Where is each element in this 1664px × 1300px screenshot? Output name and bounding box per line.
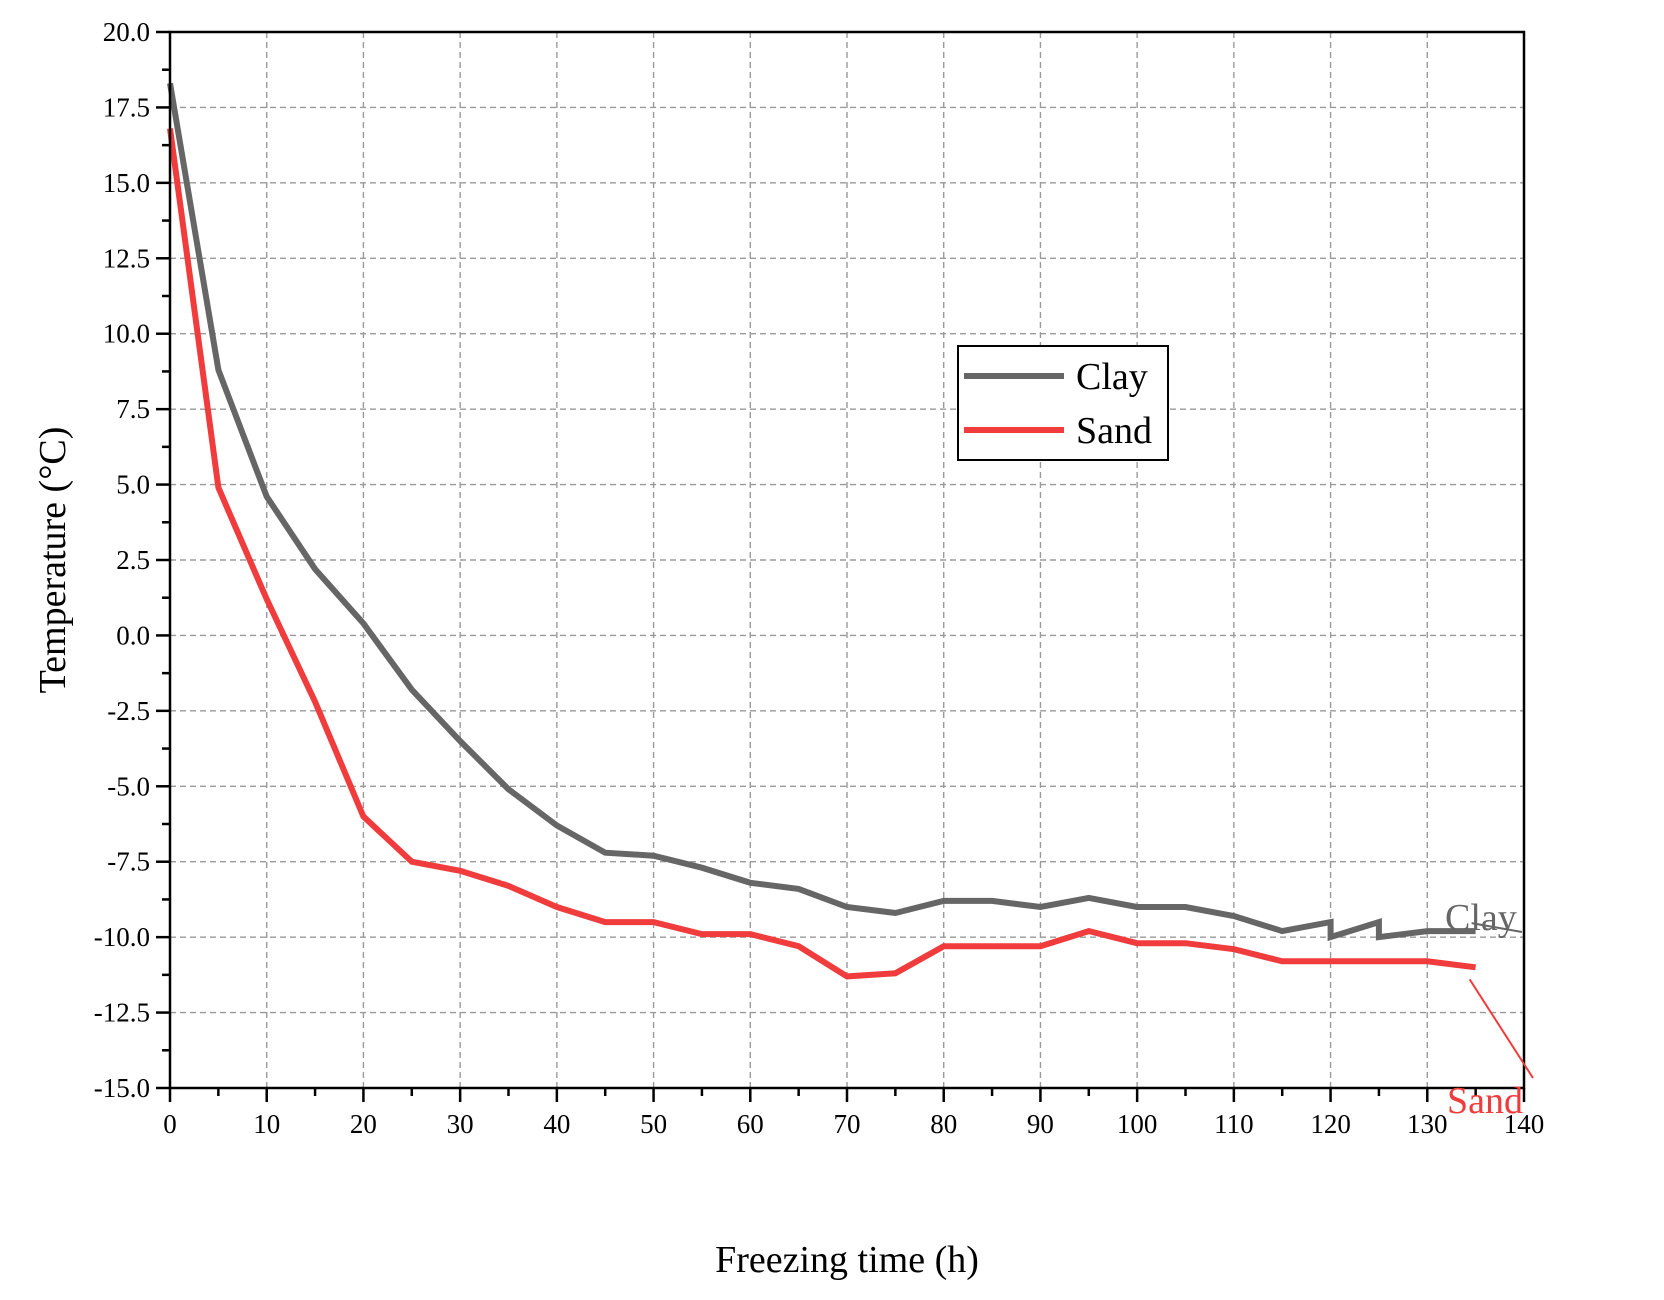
y-tick-label: 2.5 bbox=[116, 545, 150, 575]
x-tick-label: 30 bbox=[447, 1109, 474, 1139]
x-tick-label: 80 bbox=[930, 1109, 957, 1139]
x-tick-label: 50 bbox=[640, 1109, 667, 1139]
legend: Clay Sand bbox=[957, 345, 1169, 461]
major-ticks bbox=[156, 30, 1526, 1102]
y-tick-label: -15.0 bbox=[94, 1073, 150, 1103]
x-tick-label: 60 bbox=[737, 1109, 764, 1139]
annotation-label-clay: Clay bbox=[1445, 897, 1517, 939]
y-tick-label: 12.5 bbox=[103, 243, 150, 273]
legend-label-sand: Sand bbox=[1076, 410, 1152, 452]
y-tick-label: 15.0 bbox=[103, 168, 150, 198]
y-tick-label: 20.0 bbox=[103, 17, 150, 47]
x-tick-label: 20 bbox=[350, 1109, 377, 1139]
x-tick-label: 40 bbox=[543, 1109, 570, 1139]
y-tick-label: -10.0 bbox=[94, 922, 150, 952]
minor-ticks bbox=[162, 68, 1477, 1096]
y-tick-label: -5.0 bbox=[107, 771, 150, 801]
x-axis-title: Freezing time (h) bbox=[715, 1239, 979, 1281]
series-lines bbox=[167, 82, 1476, 980]
series-line-sand bbox=[167, 128, 1476, 980]
y-tick-labels: 20.0 17.5 15.0 12.5 10.0 7.5 5.0 2.5 0.0 -2.5 -5.0… bbox=[94, 17, 150, 1103]
y-tick-label: 10.0 bbox=[103, 319, 150, 349]
x-tick-label: 100 bbox=[1117, 1109, 1158, 1139]
series-line-clay bbox=[167, 82, 1476, 942]
x-tick-label: 130 bbox=[1407, 1109, 1448, 1139]
x-tick-label: 110 bbox=[1214, 1109, 1254, 1139]
annotation-label-sand: Sand bbox=[1447, 1080, 1523, 1122]
y-tick-label: -7.5 bbox=[107, 847, 150, 877]
y-tick-label: 0.0 bbox=[116, 620, 150, 650]
y-tick-label: -2.5 bbox=[107, 696, 150, 726]
annotation-pointer-clay bbox=[1471, 922, 1523, 933]
x-tick-label: 10 bbox=[253, 1109, 280, 1139]
legend-box bbox=[957, 345, 1169, 461]
x-tick-label: 0 bbox=[163, 1109, 177, 1139]
y-tick-label: -12.5 bbox=[94, 998, 150, 1028]
x-tick-labels: 0 10 20 30 40 50 60 70 80 90 100 110 120 130 140 bbox=[163, 1109, 1544, 1139]
x-tick-label: 140 bbox=[1504, 1109, 1545, 1139]
annotations: Clay Sand bbox=[1445, 897, 1534, 1122]
x-tick-label: 90 bbox=[1027, 1109, 1054, 1139]
x-tick-label: 70 bbox=[834, 1109, 861, 1139]
x-tick-label: 120 bbox=[1310, 1109, 1351, 1139]
plot-frame bbox=[168, 30, 1526, 1090]
y-tick-label: 5.0 bbox=[116, 470, 150, 500]
annotation-pointer-sand bbox=[1468, 978, 1534, 1079]
y-tick-label: 7.5 bbox=[116, 394, 150, 424]
legend-label-clay: Clay bbox=[1076, 356, 1148, 398]
grid-lines bbox=[170, 32, 1524, 1088]
y-axis-title: Temperature (°C) bbox=[32, 427, 74, 694]
y-tick-label: 17.5 bbox=[103, 92, 150, 122]
